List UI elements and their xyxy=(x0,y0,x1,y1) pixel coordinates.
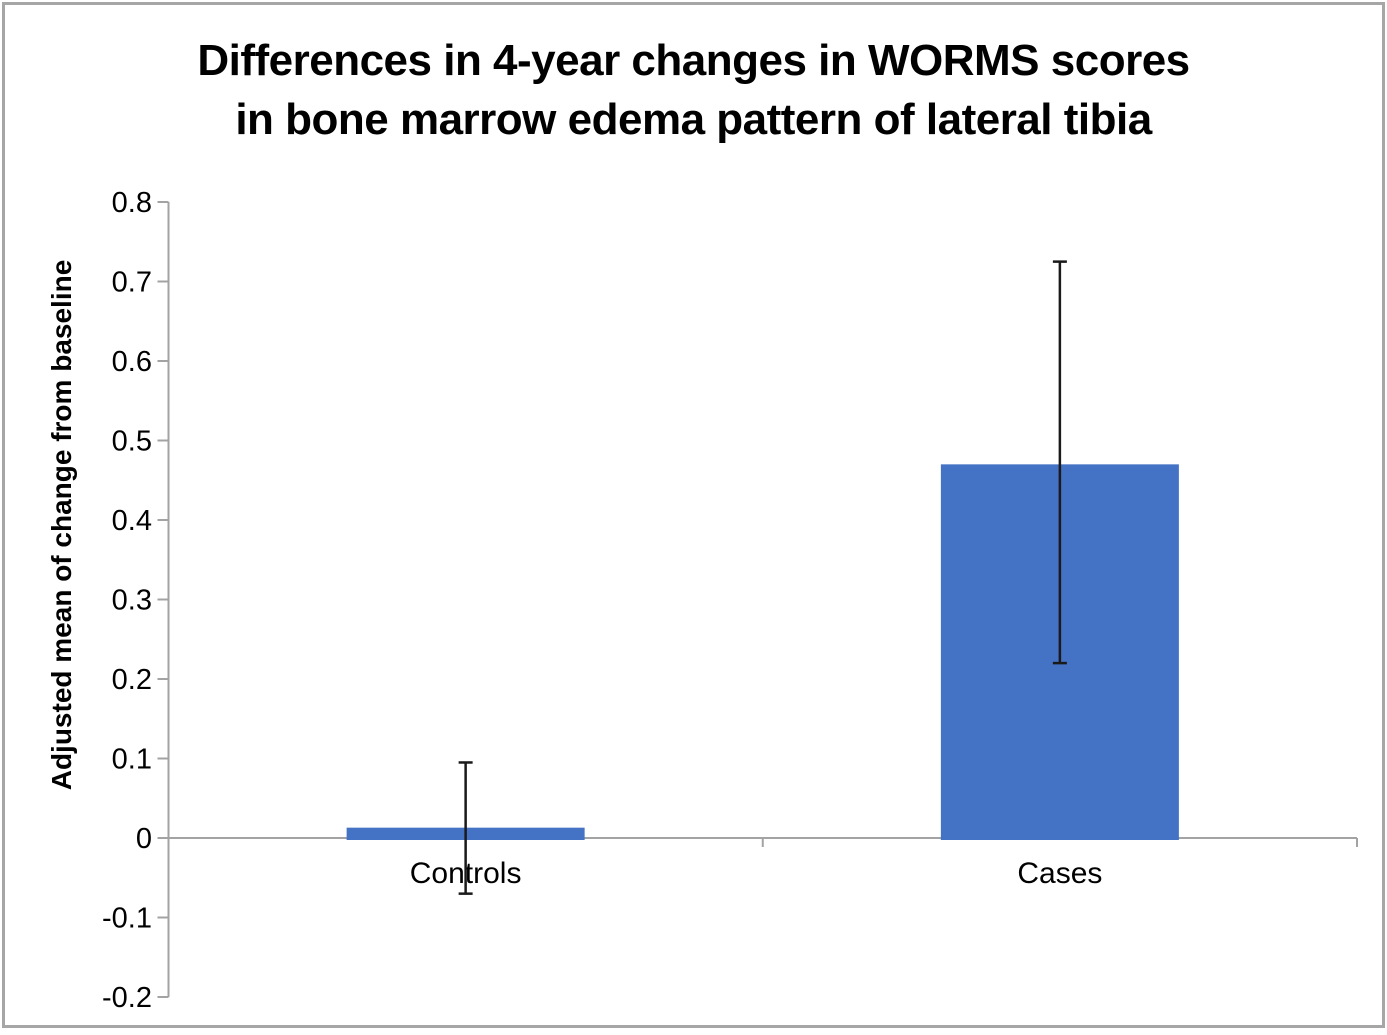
y-tick-label: 0.6 xyxy=(112,346,152,378)
y-tick-label: 0.2 xyxy=(112,664,152,696)
plot-area: 0.80.70.60.50.40.30.20.10-0.1-0.2Control… xyxy=(5,5,1387,1035)
y-tick-label: 0.3 xyxy=(112,585,152,617)
y-tick-label: 0.1 xyxy=(112,744,152,776)
y-tick-label: 0 xyxy=(136,823,152,855)
y-tick-label: 0.8 xyxy=(112,187,152,219)
x-category-label: Cases xyxy=(1017,857,1102,890)
y-tick-label: 0.5 xyxy=(112,426,152,458)
y-tick-label: 0.7 xyxy=(112,267,152,299)
y-tick-label: -0.2 xyxy=(102,982,152,1014)
y-tick-label: -0.1 xyxy=(102,903,152,935)
y-tick-label: 0.4 xyxy=(112,505,152,537)
